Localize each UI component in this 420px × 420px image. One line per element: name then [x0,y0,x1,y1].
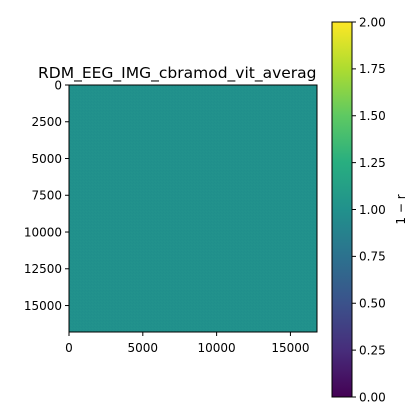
colorbar-tick-label: 1.50 [359,109,386,123]
colorbar-tick-label: 0.75 [359,250,386,264]
y-axis: 0 2500 5000 7500 10000 12500 15000 [24,78,69,313]
heatmap-cells [69,85,317,332]
colorbar-tick-label: 1.25 [359,156,386,170]
heatmap-frame [68,84,318,333]
colorbar-tick-label: 0.00 [359,390,386,404]
y-tick-label: 5000 [31,152,62,166]
colorbar-tick-label: 0.25 [359,343,386,357]
x-axis: 0 5000 10000 15000 [65,332,310,355]
chart-title: RDM_EEG_IMG_cbramod_vit_averag [38,64,317,83]
colorbar-label: 1 − r [394,194,408,224]
y-tick-label: 12500 [24,262,62,276]
x-tick-label: 0 [65,341,73,355]
x-tick-label: 10000 [198,341,236,355]
colorbar-tick-label: 1.75 [359,62,386,76]
y-tick-label: 2500 [31,115,62,129]
y-tick-label: 0 [54,78,62,92]
colorbar-tick-label: 0.50 [359,297,386,311]
colorbar [331,21,353,398]
colorbar-axis: 0.00 0.25 0.50 0.75 1.00 1.25 1.50 1.75 2.00 [352,15,386,404]
x-tick-label: 5000 [128,341,159,355]
x-tick-label: 15000 [271,341,309,355]
colorbar-tick-label: 1.00 [359,203,386,217]
colorbar-tick-label: 2.00 [359,15,386,29]
y-tick-label: 15000 [24,299,62,313]
y-tick-label: 10000 [24,225,62,239]
y-tick-label: 7500 [31,189,62,203]
